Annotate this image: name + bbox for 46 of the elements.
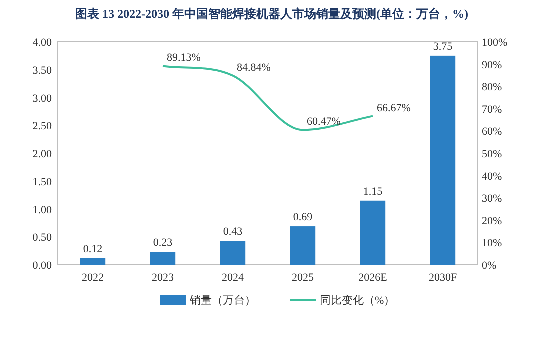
bar [430, 56, 456, 265]
y2-tick-label: 80% [482, 82, 502, 94]
line-series [162, 65, 374, 132]
data-label: 1.15 [363, 186, 384, 198]
bar [360, 200, 386, 265]
data-label: 0.69 [293, 212, 314, 224]
bar [290, 226, 316, 265]
x-tick-label: 2023 [152, 272, 174, 284]
chart-title: 图表 13 2022-2030 年中国智能焊接机器人市场销量及预测(单位：万台，%) [76, 7, 468, 21]
legend-label: 销量（万台） [189, 294, 256, 307]
y2-tick-label: 40% [482, 170, 502, 183]
x-tick-label: 2025 [292, 272, 314, 284]
y-tick-label: 2.00 [32, 148, 52, 160]
x-tick-label: 2030F [428, 272, 458, 284]
y-tick-label: 0.50 [32, 232, 52, 244]
x-tick-label: 2024 [222, 272, 244, 284]
bar [150, 252, 176, 265]
data-label: 0.23 [153, 237, 174, 250]
bar [80, 258, 106, 265]
y2-tick-label: 90% [482, 59, 502, 72]
data-label: 66.67% [377, 102, 411, 114]
x-tick-label: 2026E [358, 272, 388, 284]
y2-tick-label: 20% [482, 215, 502, 228]
bar [220, 241, 246, 265]
y2-tick-label: 10% [482, 238, 502, 250]
data-label: 84.84% [237, 62, 271, 74]
y-tick-label: 0.00 [32, 260, 52, 272]
data-label: 0.43 [223, 226, 244, 238]
data-label: 60.47% [307, 116, 341, 128]
y-tick-label: 2.50 [32, 120, 52, 133]
y-tick-label: 1.50 [32, 176, 52, 188]
y2-tick-label: 30% [482, 193, 502, 206]
x-tick-label: 2022 [82, 272, 104, 284]
legend-label: 同比变化（%） [320, 294, 396, 307]
data-label: 3.75 [433, 40, 454, 53]
y2-tick-label: 70% [482, 104, 502, 116]
y2-tick-label: 60% [482, 126, 502, 138]
y2-tick-label: 0% [482, 260, 497, 272]
y-tick-label: 3.50 [32, 64, 52, 77]
y2-tick-label: 50% [482, 148, 502, 160]
y-tick-label: 1.00 [32, 204, 52, 216]
y2-tick-label: 100% [482, 37, 508, 49]
data-label: 0.12 [83, 243, 103, 256]
data-label: 89.13% [167, 52, 201, 64]
y-tick-label: 3.00 [32, 92, 52, 105]
y-tick-label: 4.00 [32, 37, 52, 49]
